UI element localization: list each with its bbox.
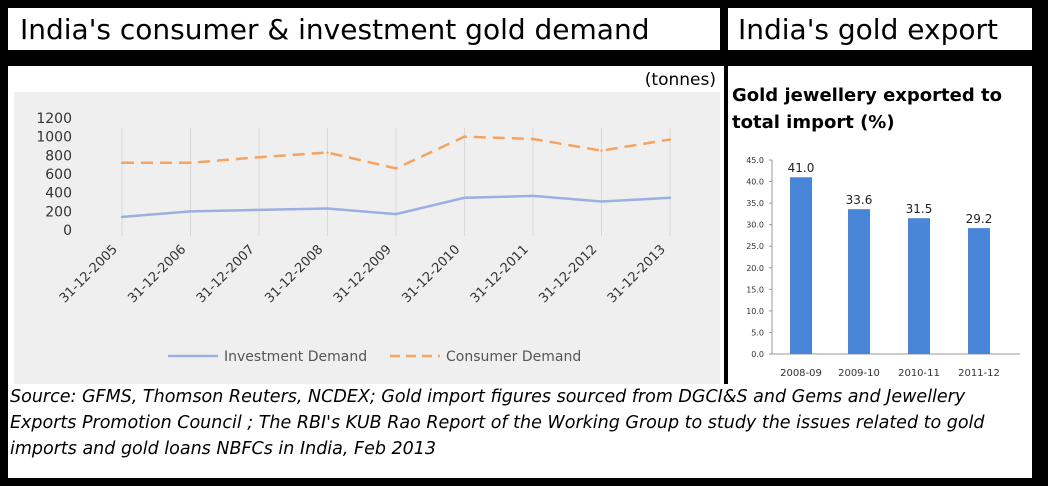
bar-chart-title: Gold jewellery exported to total import … xyxy=(732,85,1002,133)
x-tick-label: 31-12-2006 xyxy=(125,242,189,306)
y-tick-label: 40.0 xyxy=(746,178,764,187)
data-point xyxy=(463,196,466,199)
export-chart-panel: Gold jewellery exported to total import … xyxy=(728,66,1032,384)
bar-value-label: 33.6 xyxy=(846,193,873,207)
y-tick-label: 0 xyxy=(63,223,72,239)
y-tick-label: 1200 xyxy=(36,111,72,127)
y-tick-label: 0.0 xyxy=(751,350,764,359)
data-point xyxy=(120,161,124,164)
y-tick-label: 5.0 xyxy=(751,328,764,337)
data-point xyxy=(257,208,261,212)
data-point xyxy=(531,137,535,141)
x-tick-label: 31-12-2007 xyxy=(194,242,258,306)
data-point xyxy=(189,161,192,164)
bar xyxy=(908,218,930,354)
bar xyxy=(790,177,812,354)
data-point xyxy=(394,212,398,216)
x-tick-label: 31-12-2008 xyxy=(262,242,326,306)
line-chart-background xyxy=(14,92,720,384)
bar-chart: 0.0 5.0 10.0 15.0 20.0 25.0 30.0 35.0 40.0 45.0 41… xyxy=(746,156,1020,379)
data-point xyxy=(600,200,603,203)
y-tick-label: 35.0 xyxy=(746,199,764,208)
y-tick-label: 1000 xyxy=(36,130,72,146)
bar-value-label: 29.2 xyxy=(966,212,993,226)
data-point xyxy=(326,151,329,154)
y-tick-label: 25.0 xyxy=(746,242,764,251)
y-tick-label: 800 xyxy=(45,148,72,164)
x-tick-label: 31-12-2011 xyxy=(468,242,532,306)
data-point xyxy=(257,156,261,159)
bar xyxy=(848,209,870,354)
data-point xyxy=(600,149,603,152)
y-tick-label: 30.0 xyxy=(746,221,764,230)
x-tick-label: 31-12-2012 xyxy=(536,242,600,306)
y-tick-label: 10.0 xyxy=(746,307,764,316)
legend-label: Investment Demand xyxy=(224,349,367,365)
data-point xyxy=(326,207,329,210)
data-point xyxy=(531,194,535,198)
legend-label: Consumer Demand xyxy=(446,349,581,365)
units-label: (tonnes) xyxy=(644,70,716,90)
demand-chart-panel: (tonnes) 0 200 400 600 800 1000 1200 31-12-2005… xyxy=(8,66,724,384)
bar-value-label: 31.5 xyxy=(906,202,933,216)
data-point xyxy=(189,210,192,213)
left-header: India's consumer & investment gold deman… xyxy=(8,8,720,50)
x-tick-label: 2009-10 xyxy=(838,368,880,379)
y-tick-label: 15.0 xyxy=(746,285,764,294)
y-tick-label: 600 xyxy=(45,167,72,183)
data-point xyxy=(668,196,672,199)
right-header: India's gold export xyxy=(728,8,1032,50)
x-tick-label: 31-12-2005 xyxy=(57,242,121,306)
x-tick-label: 31-12-2010 xyxy=(399,242,463,306)
bar xyxy=(968,228,990,354)
x-tick-label: 31-12-2009 xyxy=(331,242,395,306)
y-tick-label: 45.0 xyxy=(746,156,764,165)
data-point xyxy=(668,138,672,141)
x-tick-label: 31-12-2013 xyxy=(605,242,669,306)
x-tick-label: 2010-11 xyxy=(898,368,940,379)
data-point xyxy=(394,167,398,170)
x-tick-label: 2008-09 xyxy=(780,368,822,379)
y-tick-label: 200 xyxy=(45,204,72,220)
source-note: Source: GFMS, Thomson Reuters, NCDEX; Go… xyxy=(8,384,1032,478)
data-point xyxy=(463,135,466,138)
y-tick-label: 400 xyxy=(45,186,72,202)
y-tick-label: 20.0 xyxy=(746,264,764,273)
data-point xyxy=(120,215,124,219)
x-tick-label: 2011-12 xyxy=(958,368,1000,379)
bar-value-label: 41.0 xyxy=(788,161,815,175)
